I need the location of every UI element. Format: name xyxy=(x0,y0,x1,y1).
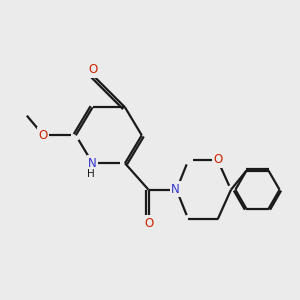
Text: N: N xyxy=(88,157,97,170)
Text: O: O xyxy=(144,217,153,230)
Text: N: N xyxy=(171,183,180,196)
Text: O: O xyxy=(39,129,48,142)
Text: H: H xyxy=(87,169,95,179)
Text: O: O xyxy=(214,153,223,166)
Text: O: O xyxy=(88,63,97,76)
